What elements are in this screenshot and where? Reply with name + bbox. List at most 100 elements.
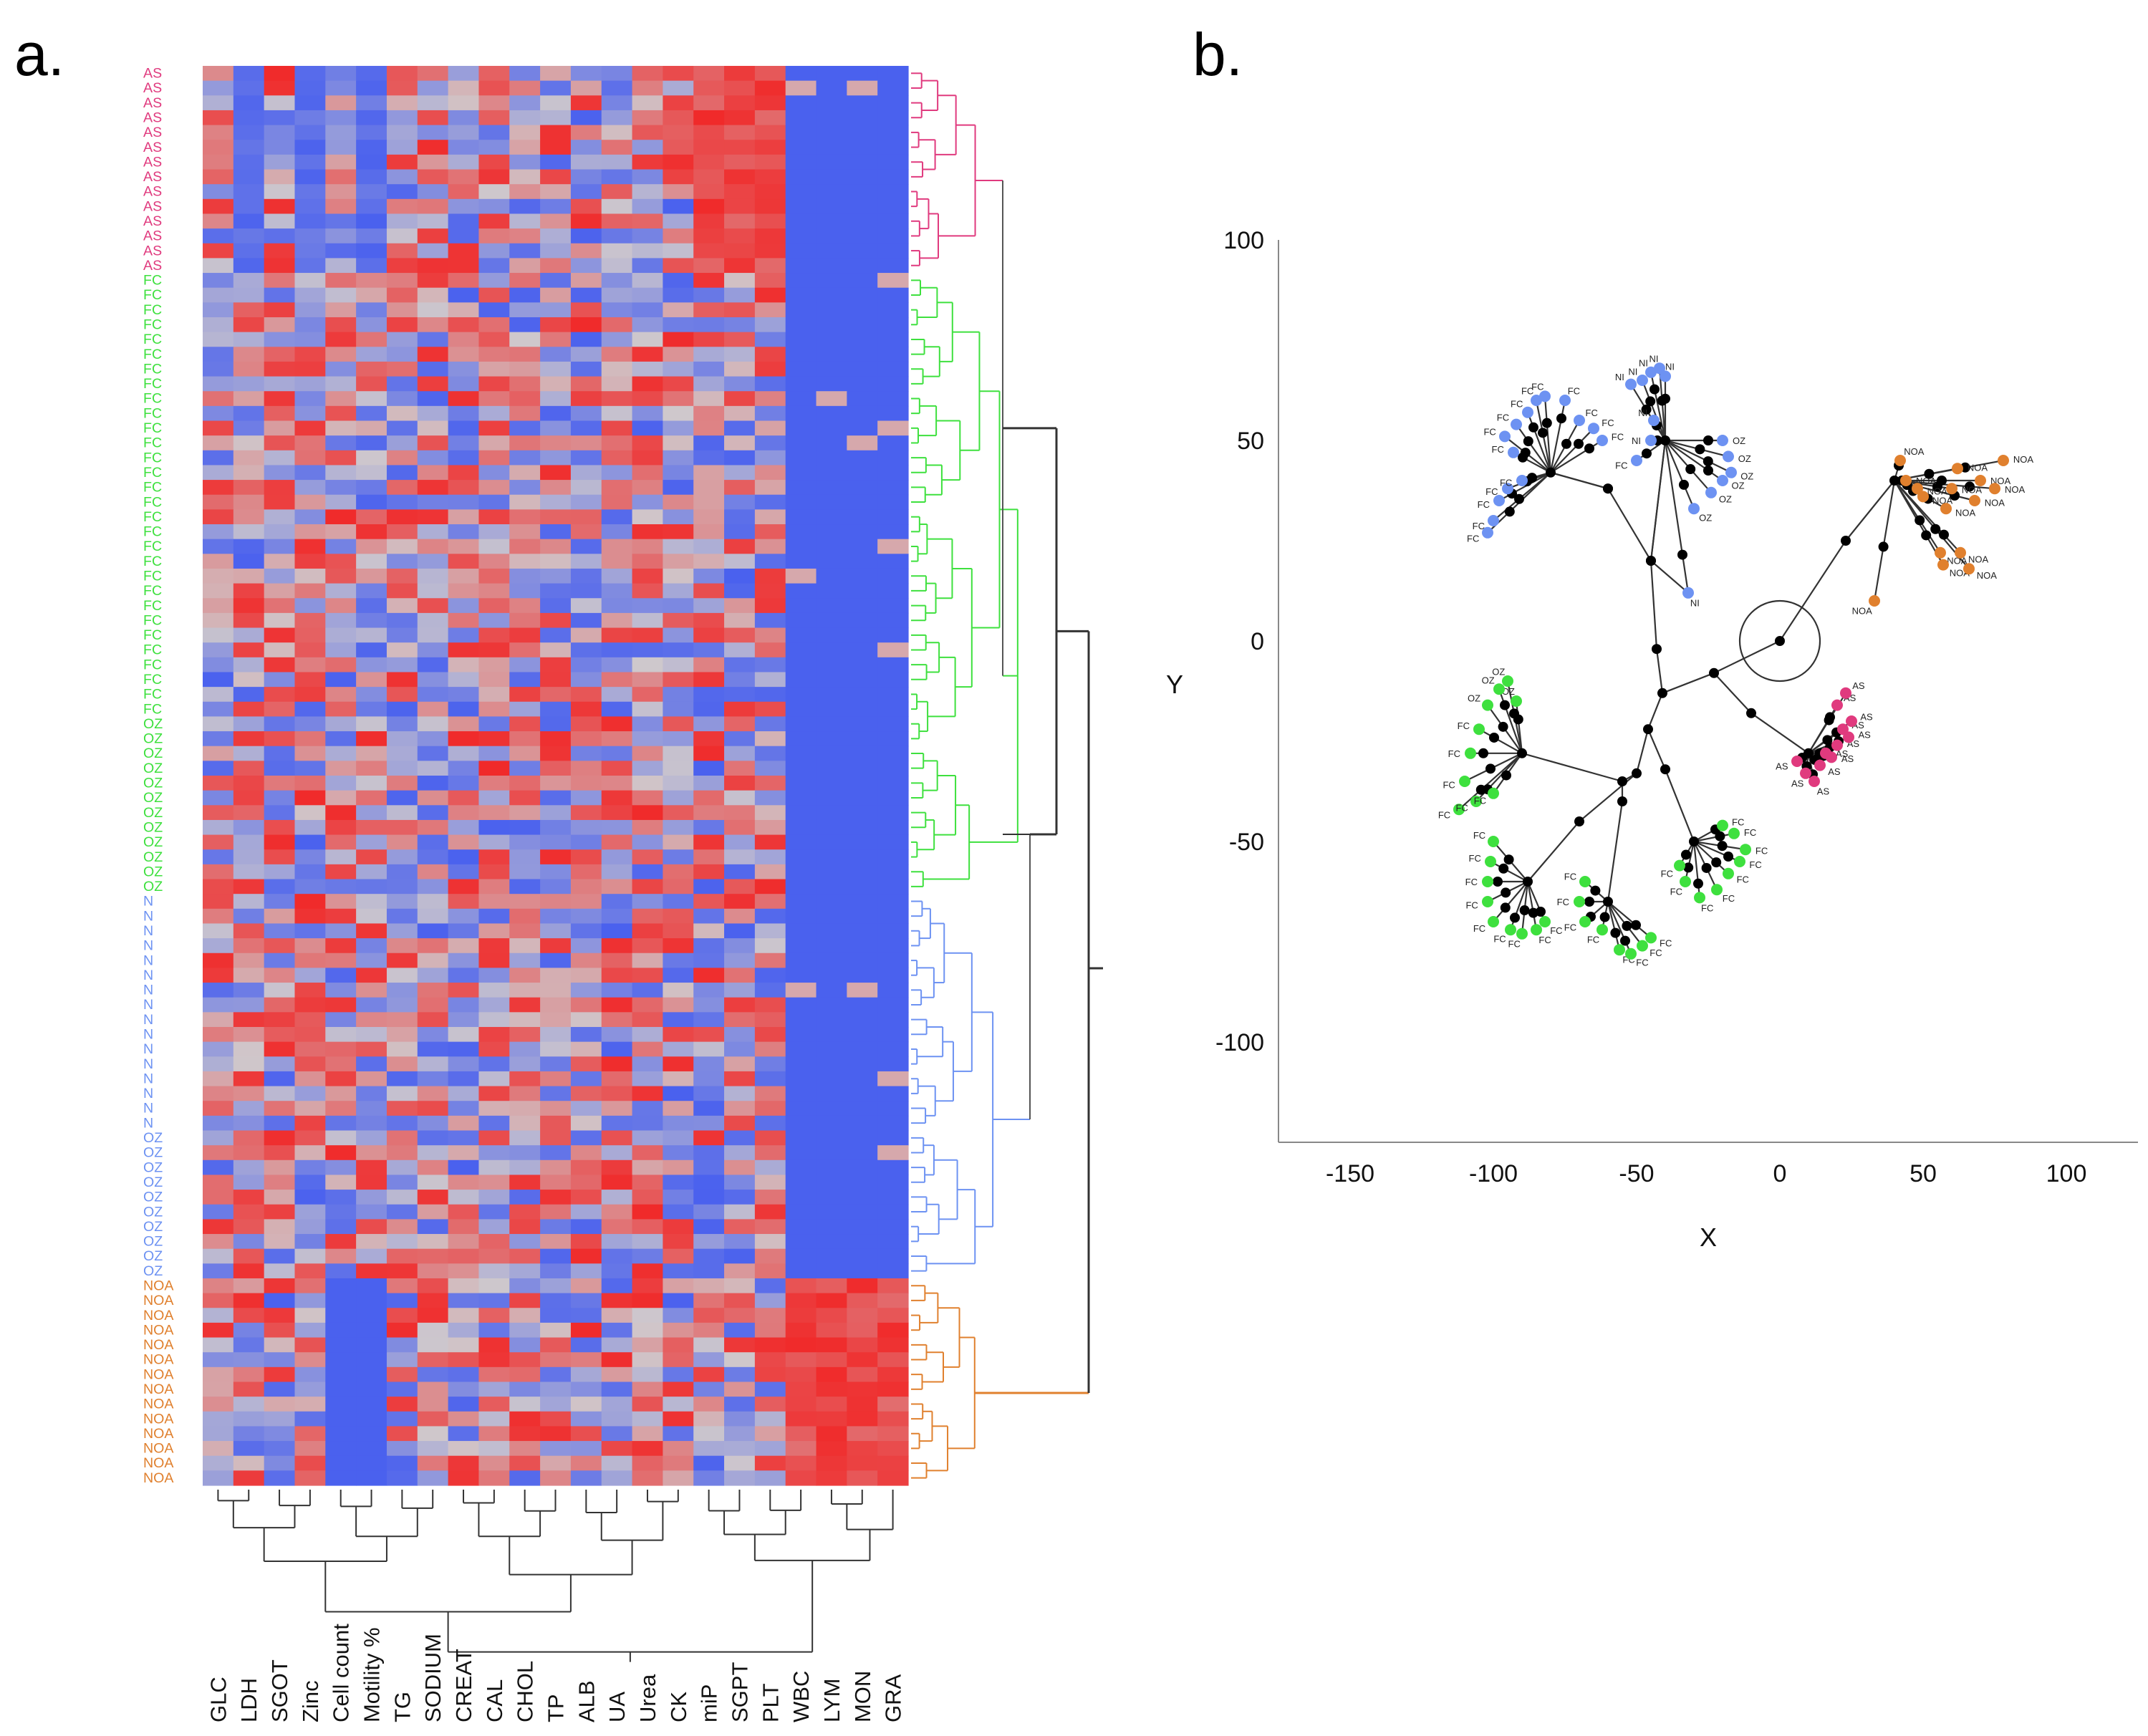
heatmap-row-label: OZ — [143, 716, 163, 732]
heatmap-cell — [233, 1411, 265, 1427]
heatmap-cell — [233, 391, 265, 407]
heatmap-cell — [264, 154, 296, 170]
heatmap-cell — [785, 140, 817, 155]
tree-edge — [1649, 440, 1667, 561]
heatmap-cell — [847, 125, 878, 140]
heatmap-cell — [294, 80, 326, 96]
heatmap-cell — [294, 1012, 326, 1028]
heatmap-cell — [601, 480, 633, 496]
heatmap-cell — [264, 1026, 296, 1043]
heatmap-cell — [509, 1086, 541, 1101]
heatmap-cell — [356, 1248, 387, 1264]
heatmap-cell — [877, 1086, 909, 1101]
tree-leaf-label: AS — [1859, 730, 1872, 741]
heatmap-cell — [663, 361, 694, 377]
heatmap-cell — [540, 805, 572, 821]
heatmap-cell — [203, 1263, 234, 1279]
heatmap-cell — [386, 1411, 418, 1427]
tree-leaf — [1516, 927, 1528, 940]
heatmap-cell — [663, 480, 694, 496]
heatmap-cell — [632, 1263, 663, 1279]
heatmap-cell — [325, 1056, 357, 1072]
heatmap-cell — [877, 1308, 909, 1323]
heatmap-row-label: AS — [143, 66, 162, 82]
heatmap-cell — [570, 761, 602, 776]
heatmap-cell — [540, 1145, 572, 1161]
heatmap-cell — [264, 287, 296, 303]
heatmap-cell — [417, 80, 449, 96]
heatmap-cell — [570, 213, 602, 229]
heatmap-cell — [877, 1278, 909, 1294]
heatmap-cell — [264, 1337, 296, 1353]
heatmap-cell — [417, 1012, 449, 1028]
heatmap-cell — [570, 302, 602, 318]
heatmap-cell — [570, 376, 602, 392]
heatmap-cell — [785, 213, 817, 229]
heatmap-cell — [785, 509, 817, 525]
tree-leaf — [1840, 687, 1851, 699]
heatmap-cell — [693, 258, 725, 274]
tree-node — [1921, 530, 1932, 541]
heatmap-cell — [816, 731, 847, 747]
heatmap-cell — [847, 1145, 878, 1161]
heatmap-row-label: AS — [143, 154, 162, 170]
heatmap-cell — [785, 1041, 817, 1057]
heatmap-cell — [693, 583, 725, 599]
heatmap-cell — [509, 287, 541, 303]
heatmap-cell — [847, 894, 878, 910]
heatmap-cell — [386, 701, 418, 718]
heatmap-row-label: FC — [143, 391, 162, 407]
tree-edge — [1550, 448, 1590, 473]
heatmap-cell — [509, 1441, 541, 1457]
heatmap-cell — [448, 376, 480, 392]
heatmap-cell — [754, 95, 786, 111]
heatmap-cell — [509, 879, 541, 894]
tree-leaf-label: AS — [1841, 753, 1854, 764]
heatmap-cell — [724, 243, 756, 259]
heatmap-column-label: Cell count — [329, 1624, 354, 1722]
heatmap-cell — [325, 1234, 357, 1250]
heatmap-cell — [356, 1366, 387, 1383]
heatmap-cell — [601, 583, 633, 599]
tree-node — [1485, 763, 1496, 774]
tree-leaf — [1940, 503, 1952, 515]
heatmap-cell — [356, 776, 387, 791]
heatmap-cell — [663, 80, 694, 96]
heatmap-cell — [294, 1411, 326, 1427]
heatmap-cell — [448, 184, 480, 200]
y-tick-label: 50 — [1237, 428, 1264, 455]
heatmap-cell — [724, 524, 756, 540]
heatmap-cell — [509, 450, 541, 466]
tree-leaf — [1694, 892, 1705, 904]
heatmap-cell — [417, 627, 449, 643]
heatmap-cell — [693, 110, 725, 126]
heatmap-cell — [663, 1263, 694, 1279]
heatmap-cell — [754, 1071, 786, 1087]
heatmap-cell — [540, 657, 572, 673]
heatmap-cell — [509, 524, 541, 540]
heatmap-cell — [356, 938, 387, 954]
heatmap-cell — [877, 302, 909, 318]
heatmap-cell — [294, 1115, 326, 1132]
heatmap-cell — [294, 1071, 326, 1087]
heatmap-cell — [356, 1293, 387, 1308]
tree-node — [1617, 796, 1627, 806]
heatmap-cell — [356, 1130, 387, 1146]
heatmap-cell — [509, 509, 541, 525]
heatmap-cell — [570, 1352, 602, 1368]
heatmap-cell — [417, 228, 449, 244]
heatmap-cell — [663, 627, 694, 643]
heatmap-cell — [478, 1426, 510, 1442]
heatmap-cell — [570, 1441, 602, 1457]
heatmap-cell — [203, 1041, 234, 1057]
heatmap-cell — [847, 701, 878, 718]
heatmap-cell — [540, 672, 572, 688]
heatmap-cell — [632, 598, 663, 614]
heatmap-cell — [877, 1426, 909, 1442]
heatmap-cell — [356, 347, 387, 362]
heatmap-cell — [847, 1337, 878, 1353]
heatmap-cell — [386, 391, 418, 407]
heatmap-cell — [754, 612, 786, 629]
heatmap-cell — [877, 953, 909, 968]
heatmap-cell — [448, 1056, 480, 1072]
